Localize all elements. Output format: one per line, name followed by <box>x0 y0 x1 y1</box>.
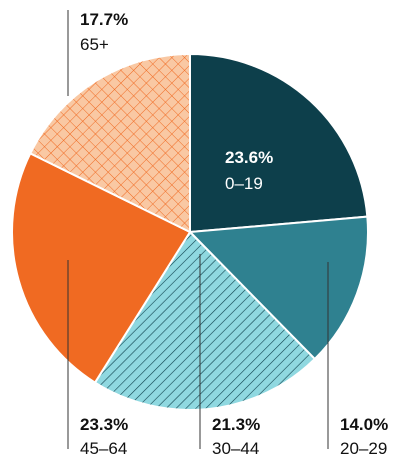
slice-value-label-0-19: 23.6% <box>225 148 273 167</box>
leader-lines <box>67 10 329 449</box>
pie-slices <box>11 52 369 411</box>
slice-value-label-20-29: 14.0% <box>340 415 388 434</box>
slice-value-label-30-44: 21.3% <box>212 415 260 434</box>
slice-category-label-20-29: 20–29 <box>340 439 387 458</box>
slice-category-label-30-44: 30–44 <box>212 439 259 458</box>
pie-slice-20-29 <box>187 215 369 361</box>
slice-category-label-65: 65+ <box>80 35 109 54</box>
slice-category-label-45-64: 45–64 <box>80 439 127 458</box>
slice-labels: 23.6% 0–19 14.0% 20–29 21.3% 30–44 23.3% 45–64 1… <box>80 10 388 458</box>
slice-value-label-45-64: 23.3% <box>80 415 128 434</box>
slice-category-label-0-19: 0–19 <box>225 174 263 193</box>
slice-value-label-65: 17.7% <box>80 10 128 29</box>
pie-slice-0-19 <box>189 52 369 234</box>
pie-slice-65 <box>28 52 191 234</box>
pie-slice-30-44 <box>93 230 317 411</box>
